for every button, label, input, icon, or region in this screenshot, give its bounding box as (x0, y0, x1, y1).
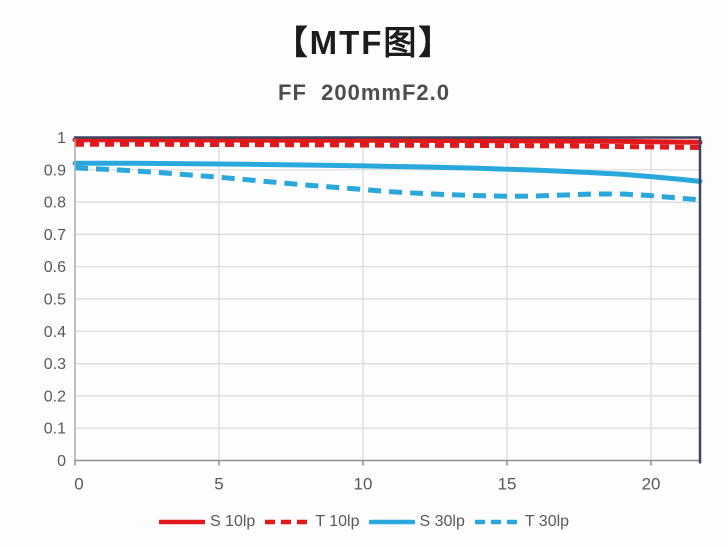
y-tick-label: 0.9 (44, 162, 66, 179)
y-tick-label: 0.7 (44, 227, 66, 244)
y-tick-label: 0.3 (44, 356, 66, 373)
x-tick-label: 10 (354, 475, 373, 494)
x-tick-label: 0 (74, 475, 83, 494)
legend-swatch-s-10lp (158, 519, 205, 525)
series-line-s-30lp (72, 160, 703, 184)
page-title: 【MTF图】 (274, 24, 454, 61)
x-tick-label: 20 (642, 475, 661, 494)
series-line-s-10lp (72, 137, 703, 145)
series-line-t-10lp (75, 141, 701, 150)
legend-item-t-30lp: T 30lp (474, 513, 569, 531)
y-tick-label: 0.4 (44, 324, 66, 341)
legend-swatch-t-10lp (265, 519, 310, 525)
legend-label-s-10lp: S 10lp (209, 513, 256, 530)
x-tick-label: 15 (498, 475, 517, 494)
y-tick-label: 0 (57, 453, 66, 470)
series-line-t-30lp (74, 165, 701, 203)
y-tick-label: 0.8 (44, 195, 66, 212)
y-tick-label: 0.5 (44, 292, 66, 309)
legend-item-t-10lp: T 10lp (264, 513, 360, 531)
chart-legend: S 10lp T 10lp S 30lp T 30lp (0, 513, 728, 531)
mtf-line-chart: 0 5 10 15 20 0 0.1 0.2 0.3 0.4 0.5 0.6 0.7 0.8 0.9 1 (44, 130, 703, 494)
legend-swatch-s-30lp (368, 519, 415, 525)
legend-label-t-30lp: T 30lp (524, 513, 570, 530)
legend-label-t-10lp: T 10lp (315, 513, 360, 530)
legend-label-s-30lp: S 30lp (419, 513, 465, 530)
x-tick-label: 5 (214, 475, 223, 494)
y-tick-label: 0.1 (44, 421, 66, 438)
y-tick-label: 0.2 (44, 388, 66, 405)
y-tick-label: 1 (57, 130, 66, 147)
legend-item-s-10lp: S 10lp (158, 513, 256, 531)
y-tick-label: 0.6 (44, 259, 66, 276)
legend-item-s-30lp: S 30lp (368, 513, 465, 531)
chart-subtitle: FF 200mmF2.0 (278, 80, 450, 105)
legend-swatch-t-30lp (474, 519, 519, 525)
